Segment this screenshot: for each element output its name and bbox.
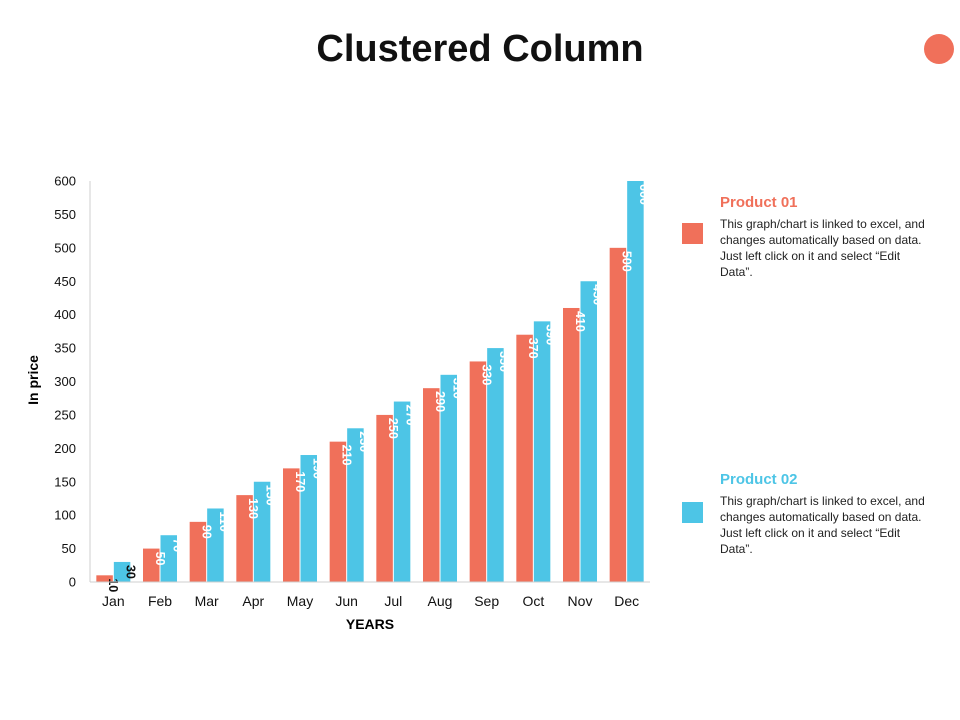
bar-value-label: 370: [526, 338, 540, 359]
bar-value-label: 600: [637, 184, 651, 205]
x-tick-label: Feb: [148, 593, 172, 609]
x-axis-title: YEARS: [346, 616, 394, 632]
bar-value-label: 170: [293, 471, 307, 492]
legend-description-product-02: This graph/chart is linked to excel, and…: [720, 494, 925, 556]
y-axis-ticks: 0 50 100 150 200 250 300 350 400 450 500 550 600: [54, 174, 76, 590]
y-tick-label: 0: [69, 575, 76, 590]
y-tick-label: 350: [54, 341, 76, 356]
bar-product-01-oct: [516, 334, 533, 582]
bar-product-01-may: [283, 468, 300, 582]
x-tick-label: Apr: [242, 593, 264, 609]
accent-dot: [924, 34, 954, 64]
x-tick-label: Jan: [102, 593, 125, 609]
bar-value-label: 250: [386, 418, 400, 439]
bar-product-02-jan: [113, 561, 131, 582]
bar-value-label: 390: [544, 324, 558, 345]
bar-product-02-nov: [580, 281, 597, 582]
bar-value-label: 450: [590, 284, 604, 305]
x-tick-label: Oct: [522, 593, 544, 609]
bar-product-01-aug: [423, 388, 440, 582]
bar-value-label: 350: [497, 351, 511, 372]
y-tick-label: 250: [54, 407, 76, 422]
bar-value-label: 50: [153, 552, 167, 566]
bar-product-01-sep: [469, 361, 487, 582]
y-tick-label: 100: [54, 508, 76, 523]
bar-product-02-may: [300, 455, 317, 582]
y-tick-label: 300: [54, 374, 76, 389]
bar-product-01-dec: [609, 247, 627, 583]
x-tick-label: Dec: [614, 593, 639, 609]
bar-value-label: 410: [573, 311, 587, 332]
bar-product-02-apr: [253, 481, 271, 582]
bar-product-02-jul: [393, 401, 411, 582]
bar-product-01-jan: [96, 575, 113, 582]
bar-value-label: 330: [479, 364, 493, 385]
x-tick-label: Mar: [195, 593, 219, 609]
y-tick-label: 450: [54, 274, 76, 289]
bar-product-01-jun: [329, 441, 347, 582]
page-title: Clustered Column: [316, 28, 644, 70]
bar-product-01-mar: [189, 521, 207, 582]
bar-value-label: 130: [246, 498, 260, 519]
bar-product-02-oct: [533, 321, 551, 582]
x-axis-ticks: Jan Feb Mar Apr May Jun Jul Aug Sep Oct Nov Dec: [102, 593, 639, 609]
legend-swatch-product-02: [682, 502, 703, 523]
bar-value-label: 270: [404, 405, 418, 426]
bar-value-label: 110: [217, 511, 231, 531]
bar-product-01-feb: [143, 548, 160, 582]
bar-product-01-nov: [563, 307, 580, 582]
y-tick-label: 400: [54, 307, 76, 322]
legend-description-product-01: This graph/chart is linked to excel, and…: [720, 217, 925, 279]
bar-value-label: 90: [199, 525, 213, 539]
x-tick-label: Aug: [428, 593, 453, 609]
bar-product-01-apr: [236, 495, 253, 582]
y-tick-label: 550: [54, 207, 76, 222]
bar-product-02-jun: [347, 428, 364, 582]
x-tick-label: Jun: [335, 593, 358, 609]
bar-value-label: 210: [339, 445, 353, 466]
bar-value-label: 190: [310, 458, 324, 479]
bar-marks: [96, 181, 644, 583]
bar-product-02-sep: [487, 348, 504, 582]
x-tick-label: Sep: [474, 593, 499, 609]
x-tick-label: Nov: [568, 593, 593, 609]
bar-product-01-jul: [376, 414, 393, 582]
bar-value-label: 150: [264, 485, 278, 506]
bar-value-label: 230: [357, 431, 371, 452]
x-tick-label: May: [287, 593, 313, 609]
bar-value-label: 310: [450, 378, 464, 399]
y-tick-label: 150: [54, 474, 76, 489]
y-tick-label: 600: [54, 174, 76, 189]
legend-swatch-product-01: [682, 223, 703, 244]
bar-value-label: 290: [433, 391, 447, 412]
bar-value-label: 10: [106, 578, 120, 592]
bar-product-02-dec: [627, 181, 644, 582]
legend-title-product-02: Product 02: [720, 471, 798, 488]
y-tick-label: 50: [62, 541, 76, 556]
bar-value-label: 500: [619, 251, 633, 272]
bar-value-label: 70: [170, 538, 184, 552]
bar-product-02-mar: [207, 508, 224, 582]
bar-value-label: 30: [124, 565, 138, 579]
y-tick-label: 200: [54, 441, 76, 456]
y-tick-label: 500: [54, 240, 76, 255]
legend-title-product-01: Product 01: [720, 194, 798, 211]
y-axis-title: In price: [25, 355, 41, 405]
bar-product-02-feb: [160, 535, 177, 582]
x-tick-label: Jul: [384, 593, 402, 609]
bar-product-02-aug: [440, 374, 457, 582]
